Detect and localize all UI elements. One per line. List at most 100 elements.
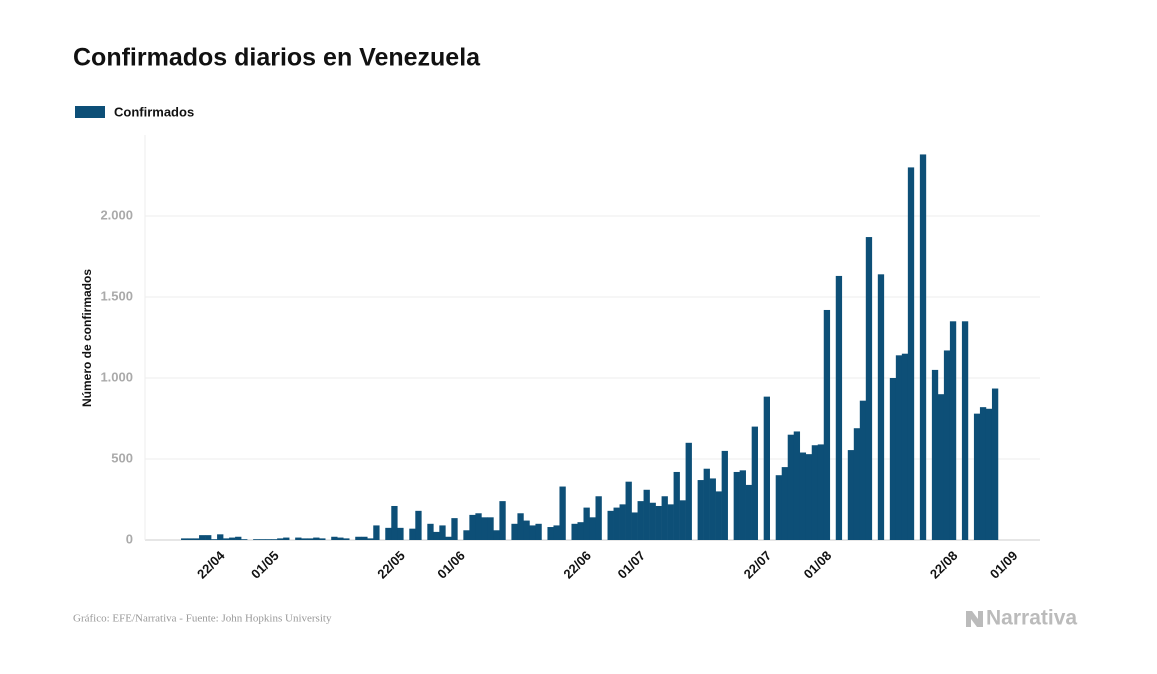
bar xyxy=(751,426,758,540)
bar xyxy=(667,504,674,540)
bar xyxy=(199,535,206,540)
bar xyxy=(427,523,434,540)
bar xyxy=(793,431,801,540)
y-tick-label: 1.000 xyxy=(100,369,133,384)
bar xyxy=(685,442,692,540)
bar xyxy=(745,484,752,540)
bar xyxy=(283,537,290,540)
bar xyxy=(859,400,867,540)
bar xyxy=(763,396,770,540)
bar xyxy=(409,528,416,540)
bar xyxy=(901,353,909,540)
bar xyxy=(571,523,578,540)
bar xyxy=(589,517,596,540)
bar xyxy=(979,407,987,540)
bar xyxy=(943,350,951,540)
bar xyxy=(337,537,344,540)
y-tick-label: 1.500 xyxy=(100,288,133,303)
bar xyxy=(937,394,945,540)
bar xyxy=(535,523,542,540)
bar xyxy=(649,502,656,540)
bar xyxy=(433,531,440,540)
x-tick-label: 22/08 xyxy=(927,548,961,582)
bar xyxy=(229,537,236,540)
x-tick-label: 01/05 xyxy=(248,548,282,582)
bar xyxy=(415,510,422,540)
x-tick-label: 01/07 xyxy=(614,548,648,582)
source-note: Gráfico: EFE/Narrativa - Fuente: John Ho… xyxy=(73,613,332,625)
bar xyxy=(553,525,560,540)
bar xyxy=(655,505,662,540)
bar xyxy=(493,530,500,540)
bar xyxy=(319,538,326,540)
bar xyxy=(709,478,716,540)
bar xyxy=(847,450,855,540)
bar xyxy=(331,536,338,540)
bar xyxy=(817,444,825,540)
bar xyxy=(739,470,746,540)
bar xyxy=(313,537,320,540)
bar xyxy=(991,388,999,540)
bar xyxy=(877,274,885,540)
bar xyxy=(373,525,380,540)
y-tick-label: 0 xyxy=(126,531,133,546)
bar xyxy=(547,527,554,540)
bar xyxy=(193,538,200,540)
bar xyxy=(223,538,230,540)
bar xyxy=(211,539,218,540)
x-tick-label: 22/05 xyxy=(374,548,408,582)
bar xyxy=(205,535,212,540)
bar xyxy=(985,408,993,540)
bar xyxy=(523,520,530,540)
bar xyxy=(949,321,957,540)
bar xyxy=(397,527,404,540)
logo-icon xyxy=(966,611,983,627)
bar xyxy=(973,413,981,540)
bar xyxy=(931,369,939,540)
x-tick-label: 01/08 xyxy=(801,548,835,582)
bar xyxy=(721,450,728,540)
bar xyxy=(715,491,722,540)
bar xyxy=(781,467,789,540)
y-tick-label: 2.000 xyxy=(100,207,133,222)
y-tick-label: 500 xyxy=(111,450,133,465)
bar xyxy=(265,539,272,540)
bar xyxy=(865,237,873,540)
bar xyxy=(835,275,843,540)
bar xyxy=(343,538,350,540)
bar xyxy=(451,518,458,540)
bar xyxy=(775,475,783,540)
bar xyxy=(733,471,740,540)
bar xyxy=(367,538,374,540)
bar xyxy=(499,501,506,540)
bar xyxy=(799,452,807,540)
bar xyxy=(631,512,638,540)
bar xyxy=(613,507,620,540)
bar xyxy=(703,468,710,540)
bar xyxy=(511,523,518,540)
bar xyxy=(235,536,242,540)
bar xyxy=(679,500,686,540)
bar xyxy=(787,434,795,540)
bar xyxy=(895,355,903,540)
x-tick-label: 01/09 xyxy=(987,548,1021,582)
logo-text: Narrativa xyxy=(986,607,1077,630)
bar xyxy=(517,513,524,540)
bar xyxy=(391,505,398,540)
legend-label: Confirmados xyxy=(114,104,194,119)
bar xyxy=(583,507,590,540)
bar xyxy=(487,517,494,540)
bar xyxy=(385,527,392,540)
bar xyxy=(805,454,813,540)
bar xyxy=(637,501,644,540)
bar xyxy=(919,154,927,540)
bar xyxy=(253,539,260,540)
bar xyxy=(181,538,188,540)
bar xyxy=(271,539,278,540)
bar xyxy=(439,525,446,540)
x-tick-label: 22/06 xyxy=(560,548,594,582)
bar xyxy=(643,489,650,540)
bar xyxy=(607,510,614,540)
bar xyxy=(577,522,584,540)
bar xyxy=(811,445,819,540)
